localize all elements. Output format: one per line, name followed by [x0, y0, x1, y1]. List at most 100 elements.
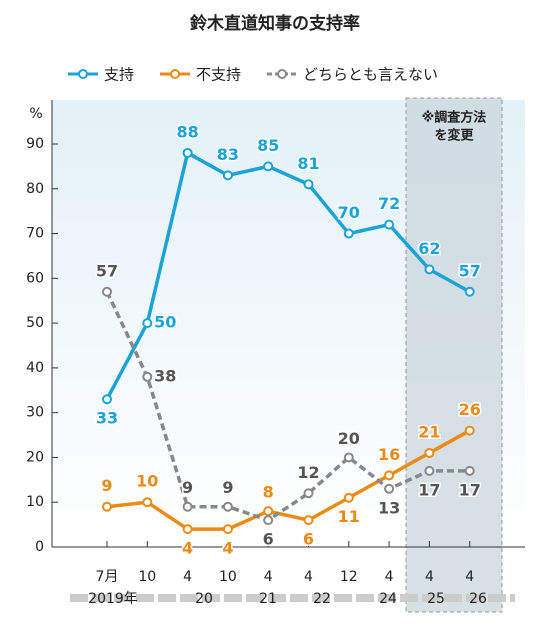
y-tick-label: 50 — [26, 315, 44, 331]
data-label: 12 — [297, 463, 319, 482]
data-point — [142, 497, 153, 508]
data-label: 17 — [418, 480, 440, 499]
legend-label: 支持 — [104, 66, 134, 84]
data-label: 9 — [182, 478, 193, 497]
data-point — [263, 515, 274, 526]
x-tick-label: 4 — [183, 569, 192, 585]
chart-title: 鈴木直道知事の支持率 — [190, 13, 360, 34]
data-label: 4 — [222, 539, 233, 558]
x-tick-label: 10 — [219, 569, 237, 585]
data-point — [142, 318, 153, 329]
year-label: 25 — [427, 591, 445, 607]
data-point — [343, 492, 354, 503]
x-tick-label: 12 — [340, 569, 358, 585]
year-label: 20 — [195, 591, 213, 607]
data-label: 33 — [96, 409, 118, 428]
x-tick-label: 10 — [138, 569, 156, 585]
x-tick-label: 7月 — [96, 569, 119, 585]
y-tick-label: 10 — [26, 494, 44, 510]
data-point — [182, 524, 193, 535]
data-point — [263, 161, 274, 172]
data-point — [182, 147, 193, 158]
x-tick-label: 4 — [425, 569, 434, 585]
data-point — [343, 228, 354, 239]
data-label: 38 — [154, 366, 176, 385]
legend-label: どちらとも言えない — [303, 66, 438, 84]
data-point — [102, 501, 112, 512]
data-point — [303, 488, 314, 499]
data-label: 6 — [263, 530, 274, 549]
data-point — [182, 501, 193, 512]
data-point — [222, 524, 233, 535]
data-label: 26 — [459, 400, 481, 419]
legend-marker — [78, 69, 88, 79]
x-tick-label: 4 — [385, 569, 394, 585]
data-point — [464, 465, 475, 476]
data-point — [424, 465, 435, 476]
data-point — [343, 452, 354, 463]
data-label: 70 — [338, 203, 360, 222]
data-label: 57 — [96, 261, 118, 280]
data-label: 11 — [338, 507, 360, 526]
year-label: 21 — [259, 591, 277, 607]
x-tick-label: 4 — [304, 569, 313, 585]
data-label: 20 — [338, 429, 360, 448]
data-label: 72 — [378, 194, 400, 213]
data-point — [384, 219, 395, 230]
data-label: 62 — [418, 239, 440, 258]
data-point — [263, 506, 274, 517]
y-tick-label: 80 — [26, 181, 44, 197]
y-tick-label: 40 — [26, 360, 44, 376]
year-label: 2019年 — [88, 591, 138, 607]
data-point — [303, 515, 314, 526]
series-line — [105, 291, 470, 523]
year-label: 26 — [469, 591, 487, 607]
data-point — [464, 425, 475, 436]
year-label: 24 — [379, 591, 397, 607]
data-point — [102, 394, 112, 405]
data-label: 13 — [378, 498, 400, 517]
x-tick-label: 4 — [264, 569, 273, 585]
data-point — [424, 447, 435, 458]
data-label: 17 — [459, 480, 481, 499]
data-label: 50 — [154, 313, 176, 332]
data-point — [384, 470, 395, 481]
data-label: 88 — [176, 122, 198, 141]
year-label: 22 — [313, 591, 331, 607]
note-line: を変更 — [434, 128, 474, 144]
y-tick-label: 20 — [26, 449, 44, 465]
data-label: 4 — [182, 539, 193, 558]
y-tick-label: 70 — [26, 226, 44, 242]
data-point — [102, 286, 112, 297]
data-label: 81 — [297, 154, 319, 173]
data-point — [222, 501, 233, 512]
method-change-region — [405, 97, 503, 613]
series-line — [106, 429, 471, 531]
legend-label: 不支持 — [196, 66, 241, 84]
y-tick-label: 90 — [26, 136, 44, 152]
data-point — [424, 264, 435, 275]
note-line: ※調査方法 — [422, 110, 487, 126]
y-tick-label: 30 — [26, 405, 44, 421]
data-label: 83 — [217, 145, 239, 164]
y-unit: % — [29, 106, 42, 122]
data-label: 8 — [263, 483, 274, 502]
data-point — [464, 286, 475, 297]
data-label: 85 — [257, 136, 279, 155]
data-label: 21 — [418, 422, 440, 441]
x-tick-label: 4 — [465, 569, 474, 585]
y-tick-label: 60 — [26, 270, 44, 286]
data-label: 10 — [136, 472, 158, 491]
data-label: 16 — [378, 445, 400, 464]
series-line — [105, 150, 471, 401]
data-point — [384, 483, 395, 494]
data-label: 57 — [459, 261, 481, 280]
legend-marker — [277, 69, 288, 79]
data-point — [303, 179, 314, 190]
y-tick-label: 0 — [35, 539, 44, 555]
data-label: 9 — [222, 478, 233, 497]
legend-marker — [170, 69, 181, 79]
data-label: 9 — [101, 476, 112, 495]
data-label: 6 — [303, 530, 314, 549]
